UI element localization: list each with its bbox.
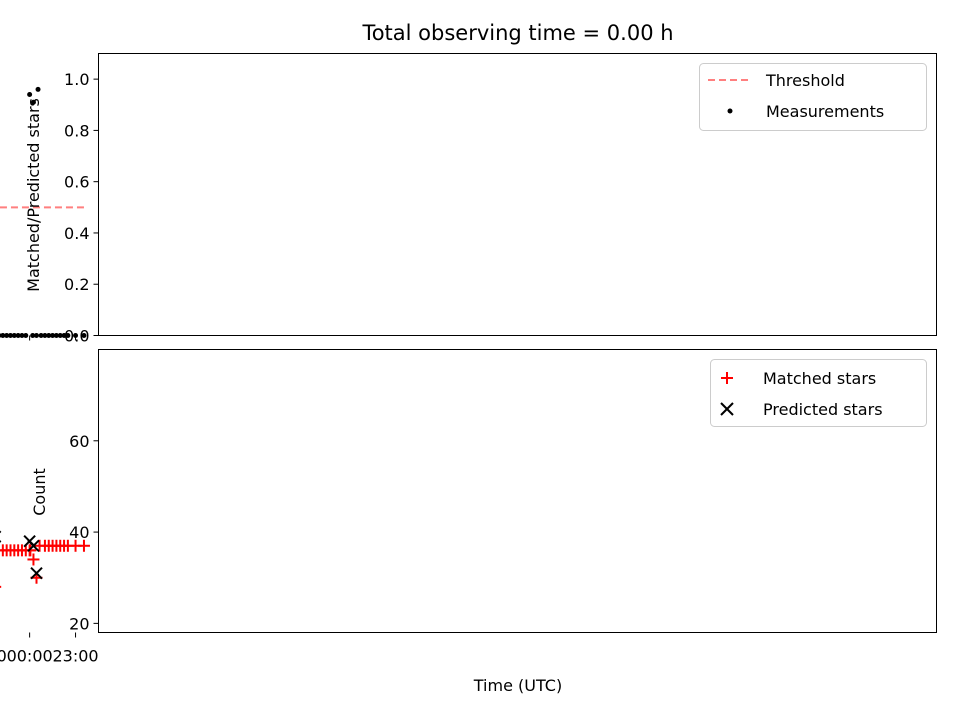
- measurement-point: [42, 333, 48, 338]
- measurement-point: [53, 333, 59, 338]
- measurement-point: [81, 333, 87, 338]
- count-y-tick-label: 20: [69, 614, 89, 633]
- measurement-point: [19, 333, 25, 338]
- measurements-legend-label: Measurements: [766, 102, 884, 121]
- x-tick-label: 01:00: [0, 647, 7, 666]
- measurement-point: [34, 333, 40, 338]
- measurement-point: [7, 333, 13, 338]
- measurement-point: [11, 333, 17, 338]
- measurement-point: [4, 333, 10, 338]
- ratio-y-tick-label: 0.2: [64, 275, 89, 294]
- matched-star-point: [0, 544, 6, 557]
- ratio-legend-box: [699, 63, 927, 131]
- measurement-point: [35, 86, 41, 92]
- x-tick-label: 00:00: [7, 647, 53, 666]
- ratio-y-ticks: 0.0 0.2 0.4 0.6 0.8 1.0: [64, 70, 99, 346]
- ratio-y-tick-label: 0.6: [64, 173, 89, 192]
- count-y-tick-label: 60: [69, 432, 89, 451]
- predicted-star-point: [23, 535, 36, 548]
- ratio-panel: 0.0 0.2 0.4 0.6 0.8 1.0 Matched/Predicted sta…: [0, 53, 937, 346]
- count-plot-area: [0, 530, 90, 588]
- ratio-y-tick-label: 0.8: [64, 121, 89, 140]
- x-tick-label: 23:00: [52, 647, 98, 666]
- ratio-y-tick-label: 0.4: [64, 224, 89, 243]
- ratio-x-ticks: [29, 335, 77, 341]
- measurement-point: [30, 333, 36, 338]
- predicted-legend-marker: [720, 402, 734, 416]
- measurement-point: [30, 99, 36, 105]
- measurement-point: [46, 333, 52, 338]
- measurement-point: [57, 333, 63, 338]
- count-y-tick-label: 40: [69, 523, 89, 542]
- measurement-point: [0, 333, 2, 338]
- ratio-y-tick-label: 0.0: [64, 327, 89, 346]
- ratio-y-tick-label: 1.0: [64, 70, 89, 89]
- ratio-legend: Threshold Measurements: [699, 63, 927, 131]
- count-axes-frame: [98, 349, 937, 633]
- matched-star-point: [27, 553, 40, 566]
- count-legend: Matched stars Predicted stars: [710, 359, 927, 427]
- measurement-point: [27, 92, 33, 98]
- measurement-point: [61, 333, 67, 338]
- measurement-point: [50, 333, 56, 338]
- measurement-point: [65, 333, 71, 338]
- threshold-legend-label: Threshold: [765, 71, 845, 90]
- x-axis-label: Time (UTC): [473, 676, 562, 695]
- measurements-legend-marker: [727, 108, 733, 114]
- measurement-point: [15, 333, 21, 338]
- chart-title: Total observing time = 0.00 h: [361, 21, 673, 45]
- measurement-point: [23, 333, 29, 338]
- count-legend-box: [710, 359, 927, 427]
- measurement-point: [0, 333, 6, 338]
- measurement-point: [38, 333, 44, 338]
- ratio-y-axis-label: Matched/Predicted stars: [24, 98, 43, 292]
- predicted-star-point: [30, 566, 43, 580]
- matched-legend-marker: [721, 372, 733, 384]
- count-y-axis-label: Count: [30, 468, 49, 516]
- ratio-axes-frame: [98, 53, 937, 336]
- predicted-legend-label: Predicted stars: [763, 400, 883, 419]
- count-y-ticks: 20 40 60: [69, 432, 99, 633]
- matched-legend-label: Matched stars: [763, 369, 876, 388]
